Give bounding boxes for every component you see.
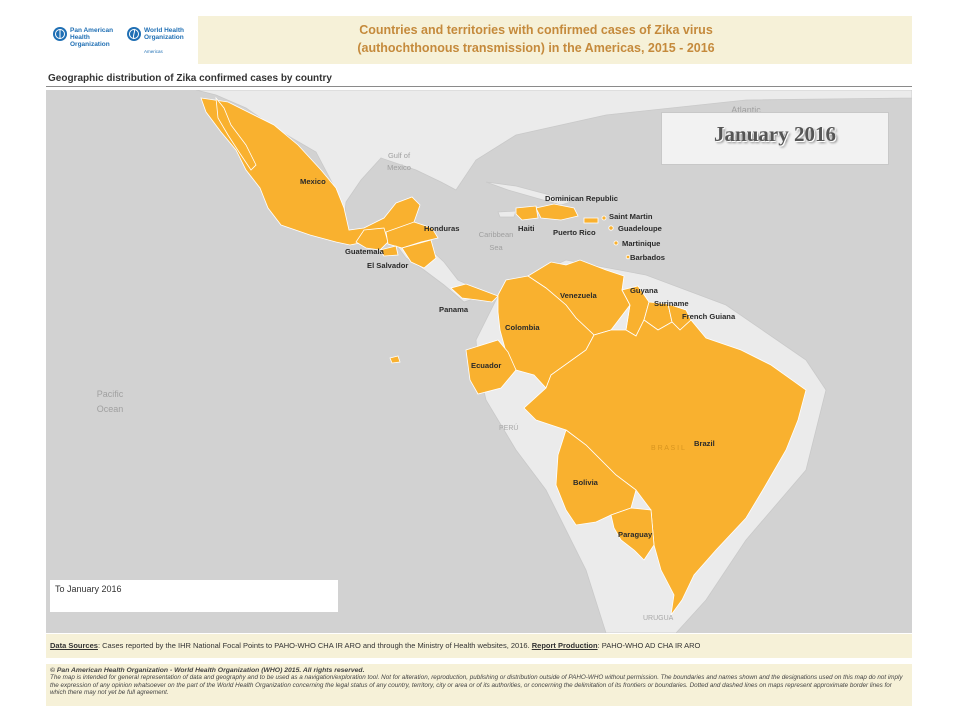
report-body: : PAHO-WHO AD CHA IR ARO xyxy=(597,641,701,650)
title-line-2: (authochthonous transmission) in the Ame… xyxy=(357,41,715,55)
el-salvador-shape[interactable] xyxy=(379,245,399,257)
who-logo-sub: Americas xyxy=(144,49,163,54)
label-barbados: Barbados xyxy=(630,253,665,262)
label-brazil: Brazil xyxy=(694,439,715,448)
paho-logo: Pan American Health Organization xyxy=(52,26,118,54)
galapagos-shape[interactable] xyxy=(389,355,401,364)
label-honduras: Honduras xyxy=(424,224,459,233)
label-panama: Panama xyxy=(439,305,469,314)
label-ecuador: Ecuador xyxy=(471,361,501,370)
dominican-republic-shape[interactable] xyxy=(535,203,579,221)
logo-area: Pan American Health Organization World H… xyxy=(46,16,198,64)
copyright-text: © Pan American Health Organization - Wor… xyxy=(50,667,906,697)
borders xyxy=(593,304,631,336)
carib-label-2: Sea xyxy=(489,243,503,252)
who-logo-text: World Health Organization xyxy=(144,27,184,41)
saint-martin-dot[interactable] xyxy=(601,215,607,221)
peru-bg-label: PERÚ xyxy=(499,423,518,432)
sources-body: : Cases reported by the IHR National Foc… xyxy=(97,641,532,650)
paho-emblem-icon xyxy=(53,27,67,41)
affected-areas xyxy=(200,96,807,616)
martinique-dot[interactable] xyxy=(613,240,619,246)
jamaica-land xyxy=(497,210,517,218)
puerto-rico-shape[interactable] xyxy=(583,217,599,224)
label-guyana: Guyana xyxy=(630,286,659,295)
label-puerto-rico: Puerto Rico xyxy=(553,228,596,237)
label-colombia: Colombia xyxy=(505,323,540,332)
divider xyxy=(46,86,912,87)
label-paraguay: Paraguay xyxy=(618,530,653,539)
water-labels: Gulf of Mexico Caribbean Sea Pacific Oce… xyxy=(97,105,762,414)
header-banner: Pan American Health Organization World H… xyxy=(46,16,912,64)
paraguay-shape[interactable] xyxy=(610,507,655,561)
gulf-label-1: Gulf of xyxy=(388,151,411,160)
ecuador-shape[interactable] xyxy=(465,339,517,395)
legend-label: To January 2016 xyxy=(55,584,122,594)
baja-shape[interactable] xyxy=(215,96,257,171)
background-country-labels: PERÚ B R A S I L URUGUA xyxy=(499,423,685,622)
guadeloupe-dot[interactable] xyxy=(608,225,614,231)
label-dominican-republic: Dominican Republic xyxy=(545,194,618,203)
panama-shape[interactable] xyxy=(450,283,499,303)
label-el-salvador: El Salvador xyxy=(367,261,408,270)
page-title: Countries and territories with confirmed… xyxy=(256,21,816,57)
label-guatemala: Guatemala xyxy=(345,247,385,256)
label-guadeloupe: Guadeloupe xyxy=(618,224,662,233)
carib-label-1: Caribbean xyxy=(479,230,514,239)
nicaragua-shape[interactable] xyxy=(401,239,437,269)
uruguay-bg-label: URUGUA xyxy=(643,615,674,622)
sources-label: Data Sources xyxy=(50,641,98,650)
gulf-label-2: Mexico xyxy=(387,163,411,172)
label-martinique: Martinique xyxy=(622,239,660,248)
who-emblem-icon xyxy=(127,27,141,41)
label-haiti: Haiti xyxy=(518,224,534,233)
barbados-dot[interactable] xyxy=(625,254,631,260)
who-logo: World Health Organization Americas xyxy=(126,26,196,54)
sources-bar: Data Sources: Cases reported by the IHR … xyxy=(46,634,912,658)
copyright-bar: © Pan American Health Organization - Wor… xyxy=(46,664,912,706)
haiti-shape[interactable] xyxy=(515,205,539,221)
label-suriname: Suriname xyxy=(654,299,689,308)
country-labels: Mexico Guatemala El Salvador Honduras Pa… xyxy=(300,177,736,539)
copyright-line: © Pan American Health Organization - Wor… xyxy=(50,667,365,674)
legend-box: To January 2016 xyxy=(50,580,338,612)
atlantic-label: Atlantic xyxy=(731,105,761,115)
label-bolivia: Bolivia xyxy=(573,478,599,487)
paho-logo-text: Pan American Health Organization xyxy=(70,27,114,48)
label-saint-martin: Saint Martin xyxy=(609,212,653,221)
report-label: Report Production xyxy=(531,641,598,650)
cuba-land xyxy=(485,181,573,206)
date-box: January 2016 xyxy=(661,112,889,165)
date-label: January 2016 xyxy=(714,122,836,146)
disclaimer-text: The map is intended for general represen… xyxy=(50,674,903,697)
label-french-guiana: French Guiana xyxy=(682,312,736,321)
label-mexico: Mexico xyxy=(300,177,326,186)
pacific-label-1: Pacific xyxy=(97,389,124,399)
pacific-label-2: Ocean xyxy=(97,404,124,414)
sources-text: Data Sources: Cases reported by the IHR … xyxy=(50,634,700,658)
map-panel[interactable]: Gulf of Mexico Caribbean Sea Pacific Oce… xyxy=(46,90,912,633)
americas-map: Gulf of Mexico Caribbean Sea Pacific Oce… xyxy=(97,90,912,633)
title-line-1: Countries and territories with confirmed… xyxy=(359,23,713,37)
brasil-bg-label: B R A S I L xyxy=(651,445,685,452)
map-subtitle: Geographic distribution of Zika confirme… xyxy=(48,73,332,84)
label-venezuela: Venezuela xyxy=(560,291,597,300)
